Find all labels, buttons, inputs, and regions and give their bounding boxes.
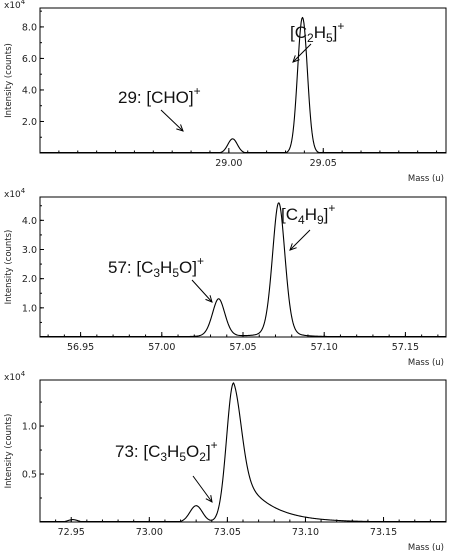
y-tick-label: 6.0 [22, 54, 37, 65]
peak-annotation: 57: [C3H5O]+ [108, 254, 204, 280]
plot-frame [39, 196, 447, 338]
chart-panel-2: x104 1.0 2.0 3.0 4.0 56.95 57.00 57.05 57.10 57.1… [4, 187, 447, 368]
y-multiplier-label: x104 [4, 187, 26, 200]
plot-frame [39, 7, 447, 154]
y-tick-label: 3.0 [22, 245, 37, 256]
y-tick-label: 1.0 [22, 422, 37, 433]
y-tick-label: 2.0 [22, 117, 37, 128]
x-axis-title: Mass (u) [408, 174, 444, 184]
y-multiplier-label: x104 [4, 0, 26, 11]
x-tick-label: 57.00 [148, 342, 175, 353]
spectrum-trace [40, 382, 446, 523]
y-axis-title: Intensity (counts) [4, 43, 14, 118]
x-tick-label: 57.05 [229, 342, 256, 353]
arrow-head [205, 295, 213, 303]
peak-annotation: [C4H9]+ [281, 201, 335, 227]
y-tick-label: 4.0 [22, 216, 37, 227]
x-axis-title: Mass (u) [408, 358, 444, 368]
arrow-head [205, 495, 213, 503]
x-tick-label: 73.00 [136, 527, 163, 538]
y-tick-label: 0.5 [22, 470, 37, 481]
annotation-arrow [292, 43, 312, 63]
annotation-arrow [191, 279, 213, 303]
arrow-head [289, 243, 297, 251]
y-axis-title: Intensity (counts) [4, 230, 14, 305]
y-tick-label: 8.0 [22, 22, 37, 33]
x-tick-label: 57.10 [311, 342, 338, 353]
x-tick-label: 29.05 [310, 158, 337, 169]
y-tick-label: 2.0 [22, 274, 37, 285]
x-axis-title: Mass (u) [408, 543, 444, 553]
y-multiplier-label: x104 [4, 370, 26, 383]
peak-annotation: [C2H5]+ [290, 19, 344, 45]
annotation-arrow [289, 229, 311, 251]
x-tick-label: 29.00 [215, 158, 242, 169]
x-tick-label: 72.95 [58, 527, 85, 538]
x-tick-label: 57.15 [392, 342, 419, 353]
peak-annotation: 73: [C3H5O2]+ [115, 438, 218, 464]
annotation-arrow [160, 109, 184, 132]
chart-panel-3: x104 0.5 1.0 72.95 73.00 73.05 73.10 73.15 Inten… [4, 370, 447, 553]
spectrum-trace [40, 16, 446, 154]
peak-annotation: 29: [CHO]+ [118, 84, 201, 107]
x-tick-label: 73.15 [370, 527, 397, 538]
spectrum-trace [40, 202, 446, 338]
arrow-head [292, 55, 300, 63]
x-tick-label: 73.10 [292, 527, 319, 538]
plot-frame [39, 379, 447, 523]
y-tick-label: 4.0 [22, 85, 37, 96]
annotation-arrow [192, 475, 213, 503]
chart-panel-1: x104 2.0 4.0 6.0 8.0 29.00 29.05 Intensity (cou… [4, 0, 447, 184]
y-tick-label: 1.0 [22, 303, 37, 314]
x-tick-label: 73.05 [214, 527, 241, 538]
y-axis-title: Intensity (counts) [4, 414, 14, 489]
arrow-head [176, 124, 184, 132]
x-tick-label: 56.95 [67, 342, 94, 353]
